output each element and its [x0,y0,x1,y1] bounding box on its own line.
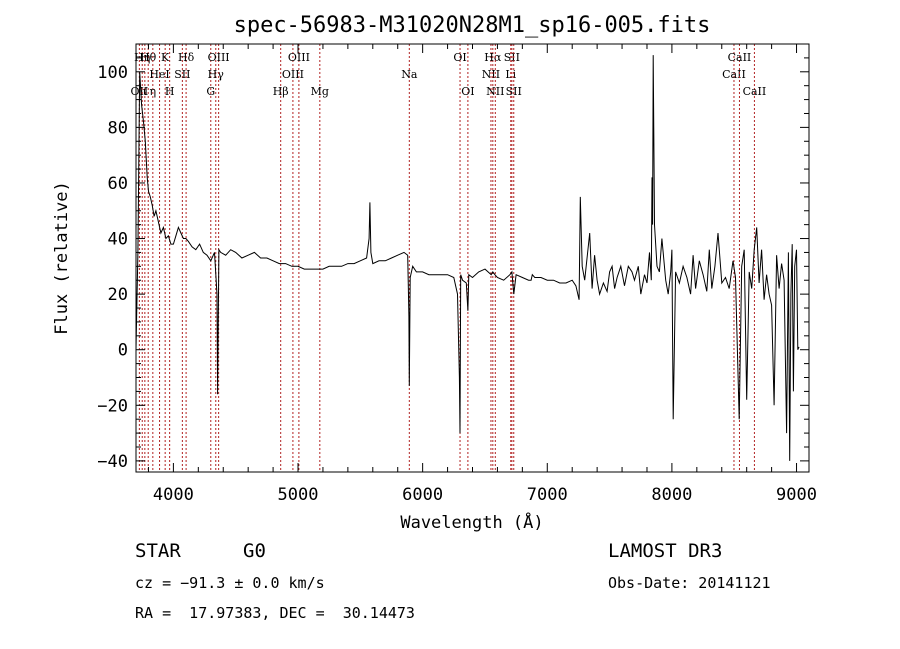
x-tick-label-6000: 6000 [402,485,443,505]
y-tick-label-40: 40 [108,230,128,250]
line-marker-label-19: OI [461,85,474,98]
line-marker-label-6: K [161,51,170,64]
line-marker-label-26: CaII [722,68,746,81]
x-axis: 4000 5000 6000 7000 8000 9000 [147,44,817,505]
line-marker-label-16: Mg [311,85,329,98]
chart-title: spec-56983-M31020N28M1_sp16-005.fits [234,13,711,38]
series-layer [135,55,800,461]
y-tick-label--20: −20 [97,396,128,416]
line-marker-label-17: Na [401,68,418,81]
line-marker-label-23: Li [505,68,516,81]
line-marker-label-11: Hγ [208,68,225,81]
line-marker-label-28: CaII [743,85,767,98]
line-marker-label-14: OIII [282,68,304,81]
line-marker-label-5: HeI [149,68,169,81]
line-marker-label-9: Hδ [178,51,195,64]
x-axis-label: Wavelength (Å) [400,511,543,533]
x-tick-label-4000: 4000 [153,485,194,505]
y-tick-label-20: 20 [108,285,128,305]
line-marker-label-24: SII [504,51,520,64]
plot-frame [135,43,810,473]
object-class: STAR [135,540,181,562]
line-marker-label-7: H [165,85,175,98]
y-axis: −40 −20 0 20 40 60 80 100 [97,43,809,472]
y-tick-label-100: 100 [97,63,128,83]
line-marker-label-25: SII [506,85,522,98]
y-tick-label-0: 0 [118,341,128,361]
y-tick-label-80: 80 [108,118,128,138]
line-marker-layer: OIIHηιHθηHeIKHSIIHδGHγOIIIHβOIIIOIIIMgNa… [131,44,767,472]
y-tick-label-60: 60 [108,174,128,194]
line-marker-label-2: ι [143,85,147,98]
line-marker-label-20: NII [482,68,500,81]
y-axis-label: Flux (relative) [52,181,72,335]
line-marker-label-8: SII [174,68,190,81]
line-marker-label-27: CaII [728,51,752,64]
line-marker-label-1: Hη [134,51,150,64]
x-tick-label-5000: 5000 [278,485,319,505]
line-marker-label-15: OIII [288,51,310,64]
line-marker-label-22: NII [486,85,504,98]
line-marker-label-21: Hα [484,51,502,64]
line-marker-label-13: Hβ [273,85,289,98]
x-tick-label-9000: 9000 [776,485,817,505]
line-marker-label-12: OIII [208,51,230,64]
series-line-spectrum [135,55,800,461]
line-marker-label-18: OI [453,51,466,64]
y-tick-label--40: −40 [97,452,128,472]
x-tick-label-8000: 8000 [651,485,692,505]
observation-date: Obs-Date: 20141121 [608,574,771,592]
x-tick-label-7000: 7000 [527,485,568,505]
line-marker-label-4: η [150,85,157,98]
survey-name: LAMOST DR3 [608,540,723,562]
redshift-cz: cz = −91.3 ± 0.0 km/s [135,574,325,592]
object-subclass: G0 [243,540,266,562]
sky-coordinates: RA = 17.97383, DEC = 30.14473 [135,604,415,622]
line-marker-label-3: Hθ [140,51,157,64]
line-marker-label-10: G [206,85,215,98]
